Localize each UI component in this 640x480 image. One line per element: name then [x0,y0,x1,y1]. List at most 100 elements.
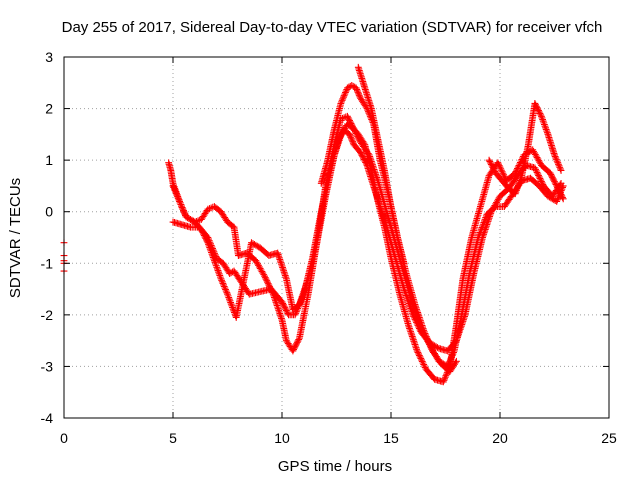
data-point [218,276,226,284]
data-point [495,160,502,168]
data-point [262,275,270,283]
data-point [426,341,434,349]
data-point [348,136,356,144]
data-point [354,134,362,142]
data-point [424,338,432,345]
data-point [346,132,354,140]
y-tick-label: 2 [45,101,53,117]
data-point [428,345,436,353]
data-point [292,341,300,349]
data-point [441,375,449,383]
data-point [557,167,565,174]
data-point [170,184,178,191]
data-point [205,240,212,248]
data-point [442,372,450,380]
data-point [413,347,421,355]
data-point [415,352,423,359]
data-series [169,125,565,355]
data-point [542,124,549,132]
data-point [553,196,561,204]
data-point [555,193,563,201]
data-point [341,90,349,98]
data-point [427,342,434,350]
data-point [340,93,347,101]
data-point [209,252,217,260]
data-point [533,104,541,112]
data-point [362,160,370,168]
data-point [548,172,555,180]
data-point [511,190,519,198]
data-point [514,182,522,189]
data-point [551,151,558,159]
data-point [409,311,417,319]
data-point [555,191,563,199]
data-point [282,305,290,313]
data-point [513,185,521,193]
data-point [538,179,546,187]
data-point [354,132,361,140]
data-point [554,159,562,167]
data-point [361,157,369,165]
data-point [496,163,504,171]
data-point [216,273,224,281]
data-point [211,258,219,266]
data-series [354,63,408,267]
data-point [495,162,503,170]
data-point [540,121,548,128]
data-point [360,156,368,163]
data-point [217,275,225,283]
data-point [260,271,268,279]
data-point [534,170,542,178]
data-point [494,159,502,167]
data-point [549,175,557,183]
data-point [200,232,208,239]
data-point [220,281,227,289]
data-point [338,96,346,104]
data-point [445,359,453,367]
data-point [449,350,457,358]
data-point [351,128,359,136]
data-point [427,344,435,352]
data-point [440,376,448,384]
data-point [354,88,362,96]
data-point [344,114,352,122]
data-point [498,166,505,174]
data-point [535,173,543,181]
data-point [264,280,272,288]
data-point [281,304,289,312]
data-point [175,196,183,204]
data-point [172,188,180,196]
data-point [337,100,345,107]
data-series [169,120,567,370]
data-point [421,330,429,337]
data-point [422,333,430,341]
data-point [535,108,543,116]
y-tick-label: 3 [45,49,53,65]
data-point [452,359,459,367]
data-point [531,164,539,172]
data-point [359,154,367,162]
data-point [180,207,187,215]
data-point [293,338,301,346]
data-point [353,87,361,95]
data-point [210,255,218,263]
chart-title: Day 255 of 2017, Sidereal Day-to-day VTE… [62,19,603,36]
data-point [446,358,454,366]
data-point [516,178,523,186]
data-point [352,84,360,92]
data-point [351,127,359,135]
data-point [543,129,551,137]
x-tick-label: 5 [169,430,177,446]
data-point [358,151,366,159]
data-point [207,247,215,255]
data-point [348,135,355,143]
data-point [517,175,525,183]
data-point [338,98,345,106]
data-point [514,165,521,172]
data-point [213,265,221,273]
data-point [199,229,207,237]
data-point [536,110,544,117]
data-point [174,193,181,201]
data-point [208,249,215,256]
data-point [171,187,179,194]
